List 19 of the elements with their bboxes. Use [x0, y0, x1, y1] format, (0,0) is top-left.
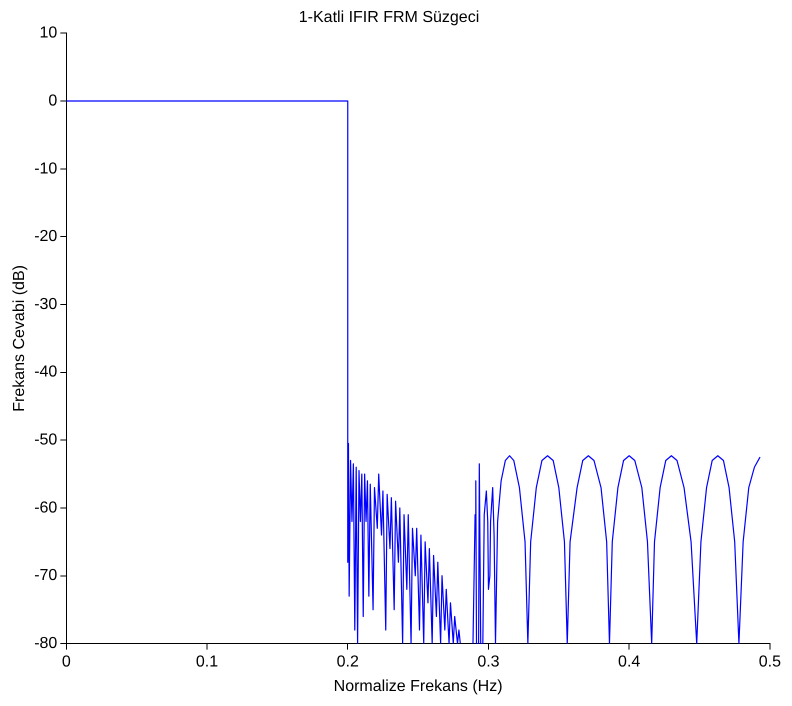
y-tick-label: -30: [34, 296, 58, 313]
y-tick-label: 10: [40, 24, 58, 42]
y-tick-label: -20: [34, 228, 58, 246]
y-tick-label: -70: [34, 567, 58, 584]
y-tick-label: 0: [48, 92, 58, 110]
x-tick-label: 0.1: [196, 654, 218, 671]
chart-title: 1-Katli IFIR FRM Süzgeci: [298, 9, 480, 26]
y-tick-label: -40: [34, 364, 58, 381]
y-tick-label: -80: [34, 635, 58, 652]
y-tick-label: -50: [34, 432, 58, 449]
y-tick-label: -60: [34, 499, 58, 516]
x-tick-label: 0.4: [618, 654, 640, 671]
x-tick-label: 0.5: [758, 654, 782, 671]
x-tick-label: 0.3: [477, 654, 500, 671]
x-axis-title: Normalize Frekans (Hz): [334, 678, 503, 695]
x-tick-label: 0.2: [336, 654, 359, 671]
y-tick-label: -10: [34, 160, 58, 178]
y-axis-title: Frekans Cevabi (dB): [11, 265, 28, 412]
x-tick-label: 0: [62, 654, 71, 671]
